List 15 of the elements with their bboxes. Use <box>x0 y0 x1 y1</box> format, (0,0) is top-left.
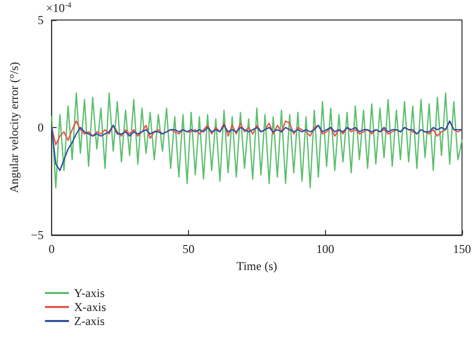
line-series <box>51 120 463 146</box>
x-tick-label: 100 <box>316 242 334 256</box>
line-series <box>51 120 463 172</box>
x-tick-label: 50 <box>182 242 194 256</box>
y-tick-label: 5 <box>38 13 44 27</box>
legend-label: Y-axis <box>74 286 105 300</box>
y-tick-label: −5 <box>30 228 44 242</box>
line-series <box>51 92 463 188</box>
y-tick-label: 0 <box>38 120 44 134</box>
legend-label: Z-axis <box>74 314 105 328</box>
x-axis-title: Time (s) <box>236 258 278 273</box>
x-tick-label: 150 <box>453 242 471 256</box>
legend-label: X-axis <box>74 300 106 314</box>
x-tick-label: 0 <box>48 242 55 256</box>
y-axis-title: Angular velocity error (°/s) <box>7 62 21 194</box>
